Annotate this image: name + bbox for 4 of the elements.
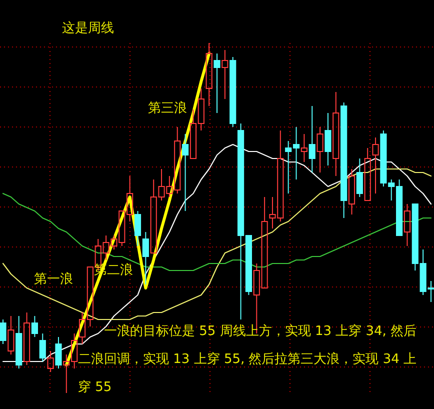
chart-title: 这是周线 (62, 21, 114, 36)
annotation: 第一浪 (34, 271, 73, 287)
annotation: 一浪的目标位是 55 周线上方，实现 13 上穿 34, 然后二浪回调，实现 13 上穿 55, 然后拉第三大浪，实现 34 上穿 55 (78, 323, 418, 397)
annotation: 第三浪 (148, 100, 187, 116)
